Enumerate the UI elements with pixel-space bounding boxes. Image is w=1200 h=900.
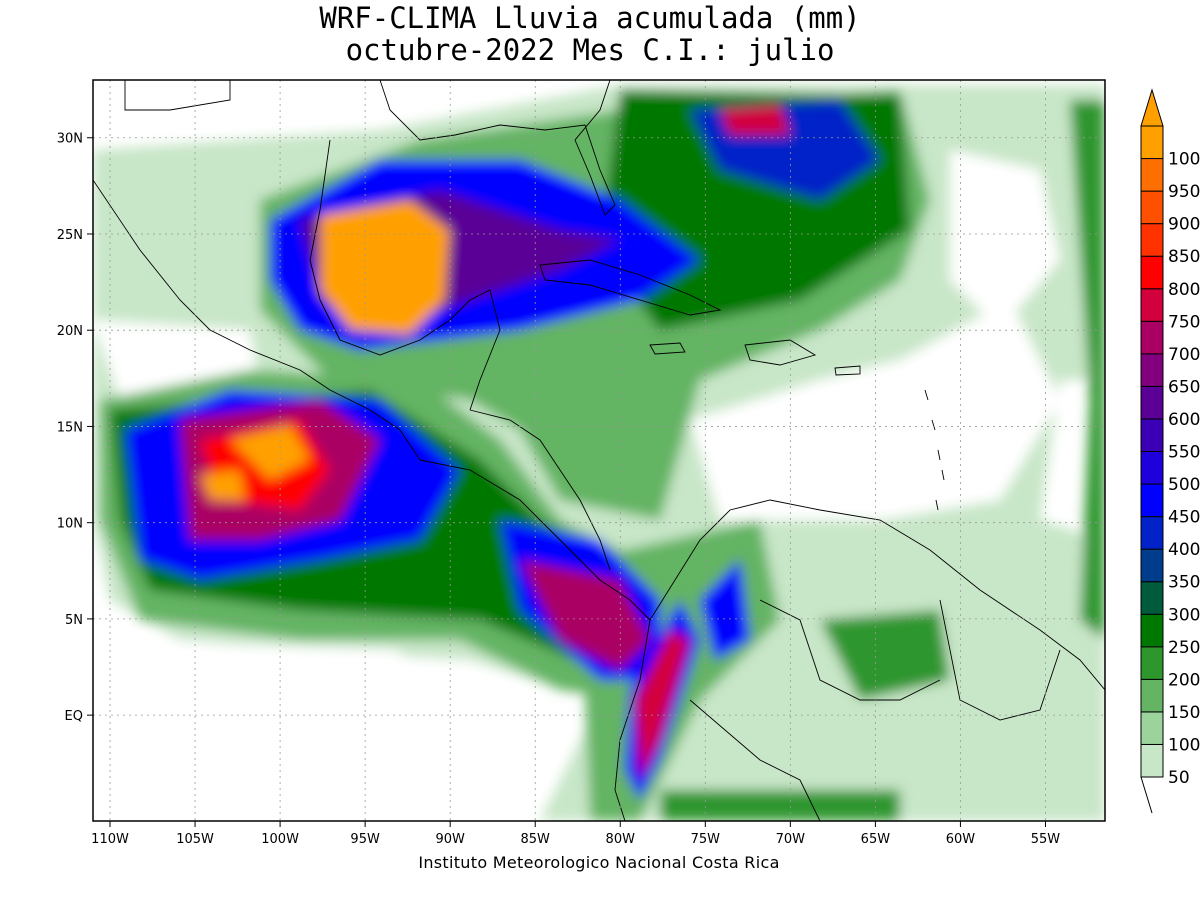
grid-lines	[93, 80, 1105, 821]
colorbar-label: 250	[1168, 638, 1200, 658]
lon-tick-label: 90W	[435, 832, 465, 847]
colorbar-bin	[1140, 646, 1164, 680]
map-frame	[92, 79, 1106, 822]
colorbar-bin	[1140, 613, 1164, 648]
lat-tick-label: 20N	[57, 324, 83, 339]
colorbar-label: 850	[1168, 247, 1200, 267]
colorbar-bin	[1140, 678, 1164, 713]
colorbar-label: 400	[1168, 540, 1200, 560]
colorbar-label: 300	[1168, 605, 1200, 625]
colorbar-label: 1000	[1168, 150, 1200, 170]
colorbar-arrow-bottom	[1140, 776, 1153, 814]
colorbar-bin	[1140, 483, 1164, 518]
colorbar-bin	[1140, 743, 1164, 778]
colorbar-bin	[1140, 223, 1164, 257]
colorbar-label: 350	[1168, 573, 1200, 593]
lon-tick-label: 95W	[350, 832, 380, 847]
colorbar-bin	[1140, 548, 1164, 583]
colorbar-bin	[1140, 288, 1164, 322]
credit-text: Instituto Meteorologico Nacional Costa R…	[418, 853, 780, 872]
colorbar-arrow-top	[1140, 88, 1164, 127]
colorbar-bin	[1140, 711, 1164, 745]
colorbar-bin	[1140, 418, 1164, 453]
colorbar-label: 500	[1168, 475, 1200, 495]
colorbar-bin	[1140, 581, 1164, 615]
lon-tick-label: 85W	[521, 832, 551, 847]
lon-tick-label: 80W	[606, 832, 636, 847]
colorbar-label: 550	[1168, 443, 1200, 463]
colorbar-bin	[1140, 516, 1164, 550]
colorbar-bin	[1140, 158, 1164, 192]
colorbar-label: 700	[1168, 345, 1200, 365]
colorbar-bin	[1140, 451, 1164, 485]
lat-tick-label: 10N	[57, 517, 83, 532]
colorbar-bin	[1140, 255, 1164, 290]
colorbar-label: 200	[1168, 670, 1200, 690]
colorbar-bin	[1140, 190, 1164, 225]
lat-tick-label: 15N	[57, 420, 83, 435]
colorbar-label: 600	[1168, 410, 1200, 430]
latitude-axis: 30N 25N 20N 15N 10N 5N EQ	[57, 132, 93, 724]
lat-tick-label: 5N	[65, 613, 83, 628]
lon-tick-label: 60W	[946, 832, 976, 847]
lon-tick-label: 110W	[91, 832, 129, 847]
precip-field	[93, 80, 1105, 821]
colorbar-bin	[1140, 353, 1164, 387]
map-title: WRF-CLIMA Lluvia acumulada (mm)	[319, 1, 861, 35]
longitude-axis: 110W 105W 100W 95W 90W 85W 80W 75W 70W 65W 60W 55W	[91, 821, 1060, 847]
colorbar-label: 950	[1168, 182, 1200, 202]
colorbar-bin	[1140, 385, 1164, 420]
colorbar-label: 100	[1168, 735, 1200, 755]
lat-tick-label: EQ	[65, 709, 83, 724]
lat-tick-label: 25N	[57, 228, 83, 243]
colorbar-label: 50	[1168, 768, 1190, 788]
colorbar-label: 800	[1168, 280, 1200, 300]
colorbar-label: 900	[1168, 215, 1200, 235]
colorbar-label: 650	[1168, 377, 1200, 397]
colorbar-bin	[1140, 125, 1164, 160]
lon-tick-label: 105W	[176, 832, 214, 847]
colorbar-label: 450	[1168, 508, 1200, 528]
lat-tick-label: 30N	[57, 132, 83, 147]
colorbar: 50 100 150 200 250 300 350 400 450 500 550 600 650 70…	[1140, 88, 1200, 814]
colorbar-label: 750	[1168, 312, 1200, 332]
lon-tick-label: 100W	[261, 832, 299, 847]
lon-tick-label: 70W	[776, 832, 806, 847]
lon-tick-label: 55W	[1031, 832, 1061, 847]
lon-tick-label: 75W	[691, 832, 721, 847]
lon-tick-label: 65W	[861, 832, 891, 847]
map-subtitle: octubre-2022 Mes C.I.: julio	[345, 33, 835, 67]
colorbar-label: 150	[1168, 703, 1200, 723]
colorbar-bin	[1140, 320, 1164, 355]
